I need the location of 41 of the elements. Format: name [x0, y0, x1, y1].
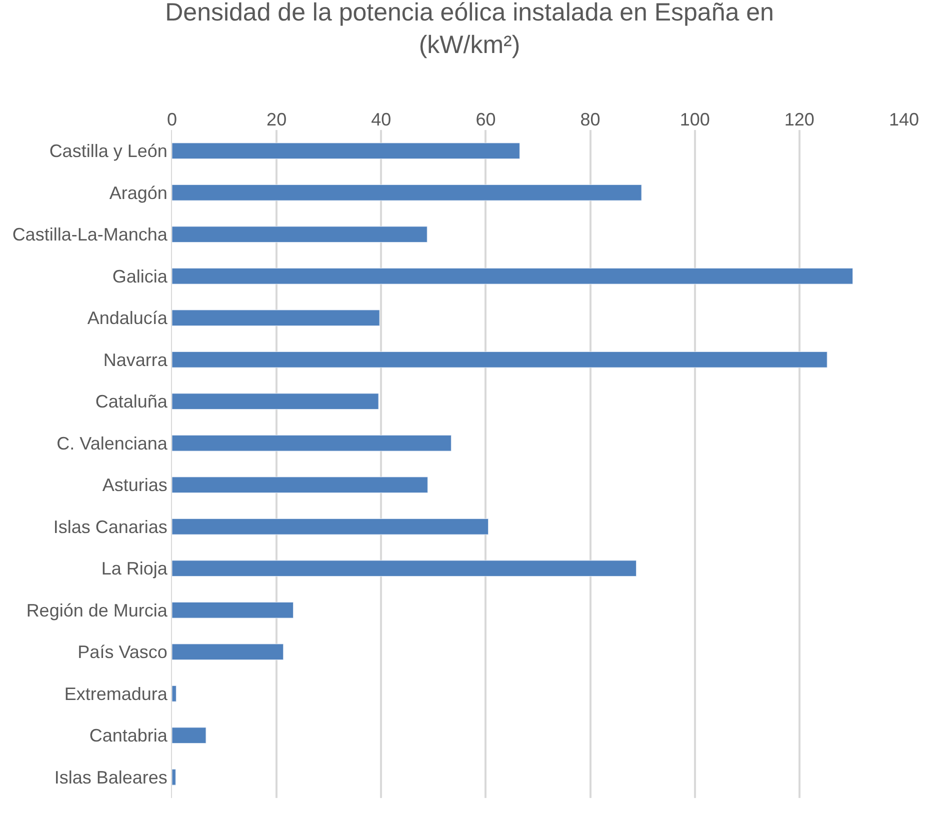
x-tick-label: 20 — [266, 109, 287, 130]
x-tick-label: 60 — [476, 109, 496, 130]
y-tick-label: C. Valenciana — [56, 433, 168, 454]
bar — [172, 685, 176, 702]
y-tick-label: Navarra — [103, 350, 168, 370]
bar — [172, 727, 206, 744]
y-tick-label: Aragón — [109, 182, 168, 203]
y-tick-label: Cataluña — [95, 392, 168, 412]
y-tick-label: Islas Baleares — [54, 767, 168, 788]
bar — [172, 768, 176, 786]
bar — [172, 434, 452, 452]
bar — [172, 351, 828, 368]
x-tick-label: 0 — [166, 109, 178, 130]
y-tick-label: Región de Murcia — [26, 600, 168, 620]
y-tick-label: La Rioja — [101, 558, 168, 579]
y-tick-label: País Vasco — [78, 642, 168, 662]
y-tick-label: Castilla y León — [49, 141, 168, 162]
bar — [172, 268, 854, 284]
bar — [172, 602, 294, 618]
y-tick-label: Asturias — [102, 475, 168, 496]
x-tick-label: 140 — [888, 109, 920, 130]
y-tick-label: Extremadura — [64, 684, 168, 704]
bar — [172, 184, 642, 201]
x-tick-label: 40 — [371, 109, 392, 130]
bar — [172, 644, 284, 660]
y-tick-label: Cantabria — [89, 726, 168, 746]
bar — [172, 393, 379, 410]
bar — [172, 310, 380, 326]
x-tick-label: 120 — [784, 109, 814, 130]
bar — [172, 142, 520, 160]
y-tick-label: Castilla-La-Mancha — [12, 224, 168, 245]
bar — [172, 518, 489, 535]
y-tick-label: Islas Canarias — [53, 516, 168, 537]
x-tick-label: 100 — [680, 109, 710, 130]
bar — [172, 476, 428, 494]
y-tick-label: Galicia — [112, 266, 168, 286]
y-tick-label: Andalucía — [87, 308, 168, 328]
bar — [172, 226, 428, 243]
x-tick-label: 80 — [580, 109, 600, 130]
chart-title: Densidad de la potencia eólica instalada en España en (kW/km²) — [165, 0, 774, 60]
bar — [172, 560, 637, 577]
